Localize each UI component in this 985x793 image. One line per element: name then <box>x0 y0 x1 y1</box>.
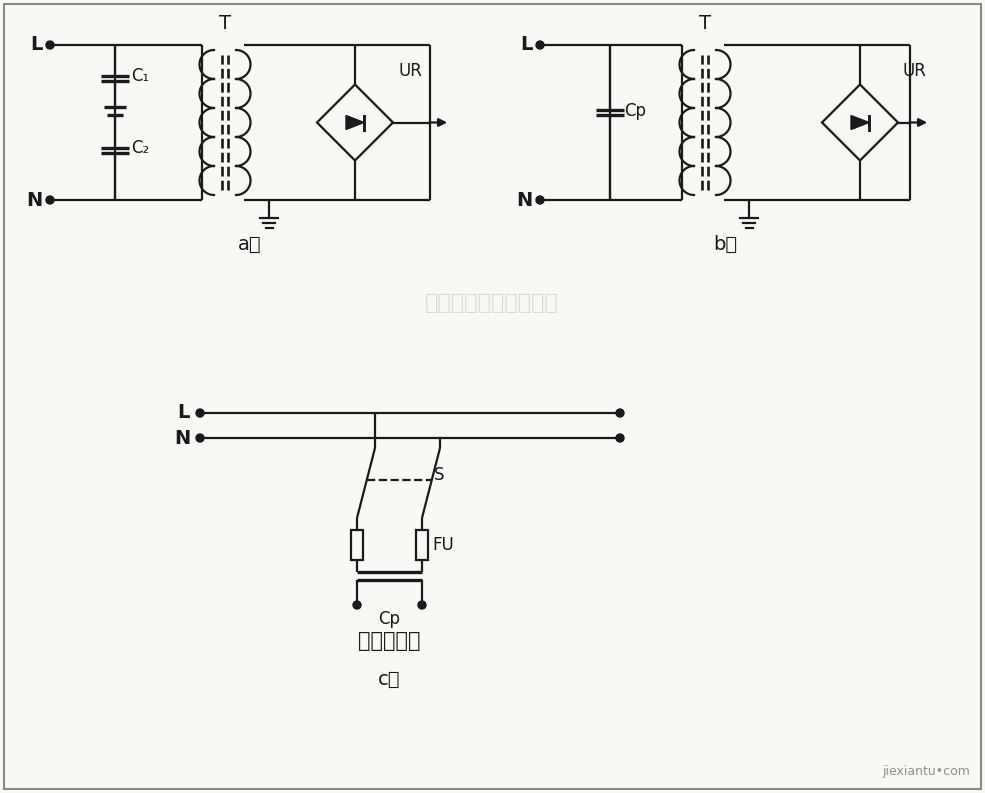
Text: FU: FU <box>432 536 454 554</box>
Text: c）: c） <box>378 670 401 689</box>
Circle shape <box>353 601 361 609</box>
Circle shape <box>536 41 544 49</box>
Circle shape <box>196 434 204 442</box>
Text: N: N <box>517 190 533 209</box>
Text: UR: UR <box>903 62 927 79</box>
Text: b）: b） <box>713 235 737 254</box>
Text: N: N <box>173 428 190 447</box>
Text: C₁: C₁ <box>131 67 149 85</box>
Circle shape <box>418 601 426 609</box>
Circle shape <box>536 196 544 204</box>
Text: 杭州将睿科技有限公司: 杭州将睿科技有限公司 <box>426 293 558 313</box>
Text: jiexiantu•com: jiexiantu•com <box>883 765 970 778</box>
Text: L: L <box>177 404 190 423</box>
Text: C₂: C₂ <box>131 139 150 157</box>
Text: L: L <box>521 36 533 55</box>
Polygon shape <box>346 116 364 129</box>
Text: N: N <box>27 190 43 209</box>
Text: S: S <box>434 465 444 484</box>
Text: Cp: Cp <box>378 610 401 628</box>
Bar <box>351 530 363 560</box>
Text: UR: UR <box>398 62 422 79</box>
Text: 至用电产品: 至用电产品 <box>359 631 421 651</box>
Circle shape <box>196 409 204 417</box>
Circle shape <box>616 434 624 442</box>
Text: L: L <box>31 36 43 55</box>
Text: T: T <box>219 14 231 33</box>
Circle shape <box>46 196 54 204</box>
Text: T: T <box>699 14 711 33</box>
Bar <box>416 530 428 560</box>
Circle shape <box>46 41 54 49</box>
Text: Cp: Cp <box>624 102 646 120</box>
Polygon shape <box>851 116 869 129</box>
Circle shape <box>616 409 624 417</box>
Text: a）: a） <box>238 235 262 254</box>
